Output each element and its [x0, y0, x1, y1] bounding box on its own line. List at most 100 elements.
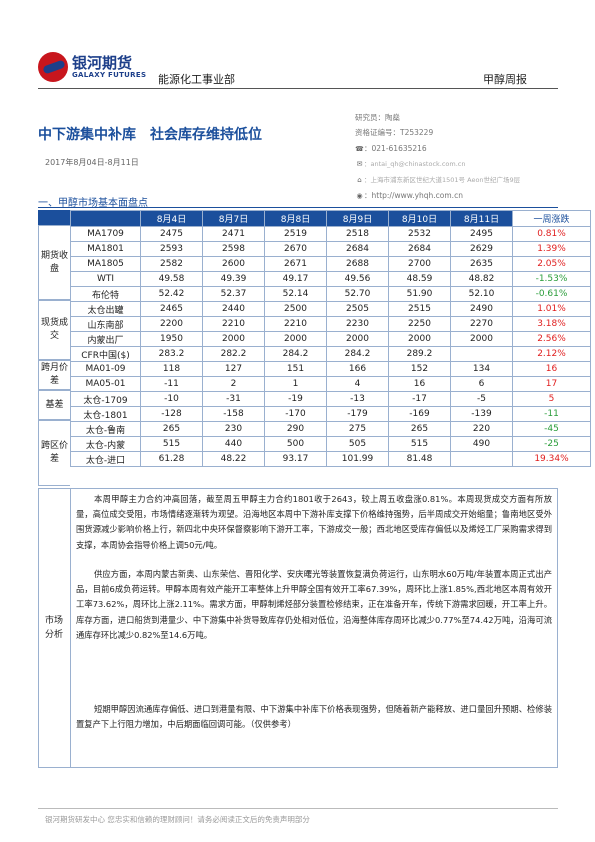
row-name: 太仓-内蒙 — [70, 436, 141, 452]
researcher-email[interactable]: antai_qh@chinastock.com.cn — [370, 160, 466, 168]
table-cell: 1 — [264, 376, 327, 392]
researcher-cert: 资格证编号：T253229 — [355, 128, 434, 137]
table-cell: 2515 — [388, 301, 451, 317]
email-icon: ✉ — [356, 160, 363, 168]
table-cell: 166 — [326, 361, 389, 377]
row-name: 太仓-进口 — [70, 451, 141, 467]
table-cell: -10 — [140, 391, 203, 407]
section-title: 一、甲醇市场基本面盘点 — [38, 198, 148, 209]
weekly-change-cell: 19.34% — [512, 451, 591, 467]
researcher-phone: 021-61635216 — [371, 144, 427, 153]
table-cell: 2500 — [264, 301, 327, 317]
row-name: MA01-09 — [70, 361, 141, 377]
table-cell — [450, 451, 513, 467]
table-cell: 2000 — [202, 331, 265, 347]
department-name: 能源化工事业部 — [158, 73, 235, 86]
table-cell: 265 — [140, 421, 203, 437]
researcher-address-row: ⌂ ：上海市浦东新区世纪大道1501号 Aeon世纪广场9层 — [355, 174, 520, 184]
table-cell: 2465 — [140, 301, 203, 317]
table-row: MA01-09 118 127 151 166 152 134 16 — [70, 361, 591, 377]
weekly-change-cell: -0.61% — [512, 286, 591, 302]
table-cell: 515 — [140, 436, 203, 452]
weekly-change-cell: -25 — [512, 436, 591, 452]
table-cell: 2000 — [326, 331, 389, 347]
table-cell: 81.48 — [388, 451, 451, 467]
table-cell: 2505 — [326, 301, 389, 317]
weekly-change-cell: 0.81% — [512, 226, 591, 242]
market-data-table: 8月4日 8月7日 8月8日 8月9日 8月10日 8月11日 一周涨跌 MA1709 247… — [70, 210, 591, 467]
table-cell: -17 — [388, 391, 451, 407]
table-cell: 51.90 — [388, 286, 451, 302]
table-cell: 284.2 — [326, 346, 389, 362]
table-cell: -31 — [202, 391, 265, 407]
table-header-row: 8月4日 8月7日 8月8日 8月9日 8月10日 8月11日 一周涨跌 — [70, 210, 591, 227]
column-header-name — [70, 210, 141, 227]
table-cell: 49.58 — [140, 271, 203, 287]
table-cell: 2270 — [450, 316, 513, 332]
table-cell: 2440 — [202, 301, 265, 317]
row-name: MA05-01 — [70, 376, 141, 392]
table-cell: 2495 — [450, 226, 513, 242]
table-cell: 2000 — [450, 331, 513, 347]
weekly-change-cell: 2.05% — [512, 256, 591, 272]
table-cell: -170 — [264, 406, 327, 422]
table-row: MA1801 2593 2598 2670 2684 2684 2629 1.39% — [70, 241, 591, 257]
table-cell: 52.42 — [140, 286, 203, 302]
table-row: CFR中国($) 283.2 282.2 284.2 284.2 289.2 2.12% — [70, 346, 591, 362]
report-date-range: 2017年8月04日-8月11日 — [45, 158, 139, 167]
weekly-change-cell: 16 — [512, 361, 591, 377]
table-row: WTI 49.58 49.39 49.17 49.56 48.59 48.82 -1.53% — [70, 271, 591, 287]
analysis-paragraph-3: 短期甲醇因流通库存偏低、进口到港量有限、中下游集中补库下价格表现强势，但随着新产… — [76, 704, 552, 730]
footer-divider — [38, 808, 558, 809]
weekly-change-cell: 1.01% — [512, 301, 591, 317]
table-cell: 2000 — [388, 331, 451, 347]
table-cell: 52.10 — [450, 286, 513, 302]
table-cell: 52.37 — [202, 286, 265, 302]
column-header: 8月4日 — [140, 210, 203, 227]
researcher-name: 研究员：陶燊 — [355, 113, 400, 122]
group-label-basis: 基差 — [38, 390, 70, 420]
table-cell: 6 — [450, 376, 513, 392]
researcher-phone-row: ☎：021-61635216 — [355, 144, 427, 153]
column-header: 8月8日 — [264, 210, 327, 227]
website-row: ◉：http://www.yhqh.com.cn — [356, 191, 463, 200]
row-name: 太仓-鲁南 — [70, 421, 141, 437]
table-cell: 220 — [450, 421, 513, 437]
table-cell: 265 — [388, 421, 451, 437]
weekly-change-cell: 2.56% — [512, 331, 591, 347]
website-link[interactable]: http://www.yhqh.com.cn — [371, 191, 463, 200]
column-header: 8月7日 — [202, 210, 265, 227]
analysis-label: 市场分析 — [38, 488, 71, 768]
table-cell: -128 — [140, 406, 203, 422]
row-name: MA1801 — [70, 241, 141, 257]
table-cell: 230 — [202, 421, 265, 437]
researcher-email-row: ✉ ：antai_qh@chinastock.com.cn — [356, 160, 466, 168]
table-cell: 48.59 — [388, 271, 451, 287]
table-row: MA05-01 -11 2 1 4 16 6 17 — [70, 376, 591, 392]
table-cell: 134 — [450, 361, 513, 377]
weekly-change-cell: 2.12% — [512, 346, 591, 362]
table-cell: 2000 — [264, 331, 327, 347]
table-cell: 2518 — [326, 226, 389, 242]
analysis-label-text: 市场分析 — [44, 616, 63, 640]
column-header: 8月9日 — [326, 210, 389, 227]
table-cell: 2210 — [264, 316, 327, 332]
table-cell: 2671 — [264, 256, 327, 272]
table-cell: 16 — [388, 376, 451, 392]
column-header: 8月11日 — [450, 210, 513, 227]
table-cell: 490 — [450, 436, 513, 452]
table-row: 太仓-1709 -10 -31 -19 -13 -17 -5 5 — [70, 391, 591, 407]
table-row: 山东南部 2200 2210 2210 2230 2250 2270 3.18% — [70, 316, 591, 332]
row-name: MA1805 — [70, 256, 141, 272]
row-name: WTI — [70, 271, 141, 287]
table-cell: 283.2 — [140, 346, 203, 362]
website-icon: ◉ — [356, 192, 363, 200]
table-body: MA1709 2475 2471 2519 2518 2532 2495 0.81% MA180… — [70, 226, 591, 467]
table-cell: 2200 — [140, 316, 203, 332]
table-cell: 2 — [202, 376, 265, 392]
table-cell: 2688 — [326, 256, 389, 272]
weekly-change-cell: 3.18% — [512, 316, 591, 332]
logo-english-name: GALAXY FUTURES — [72, 71, 147, 79]
table-cell: 2532 — [388, 226, 451, 242]
table-cell: 49.39 — [202, 271, 265, 287]
